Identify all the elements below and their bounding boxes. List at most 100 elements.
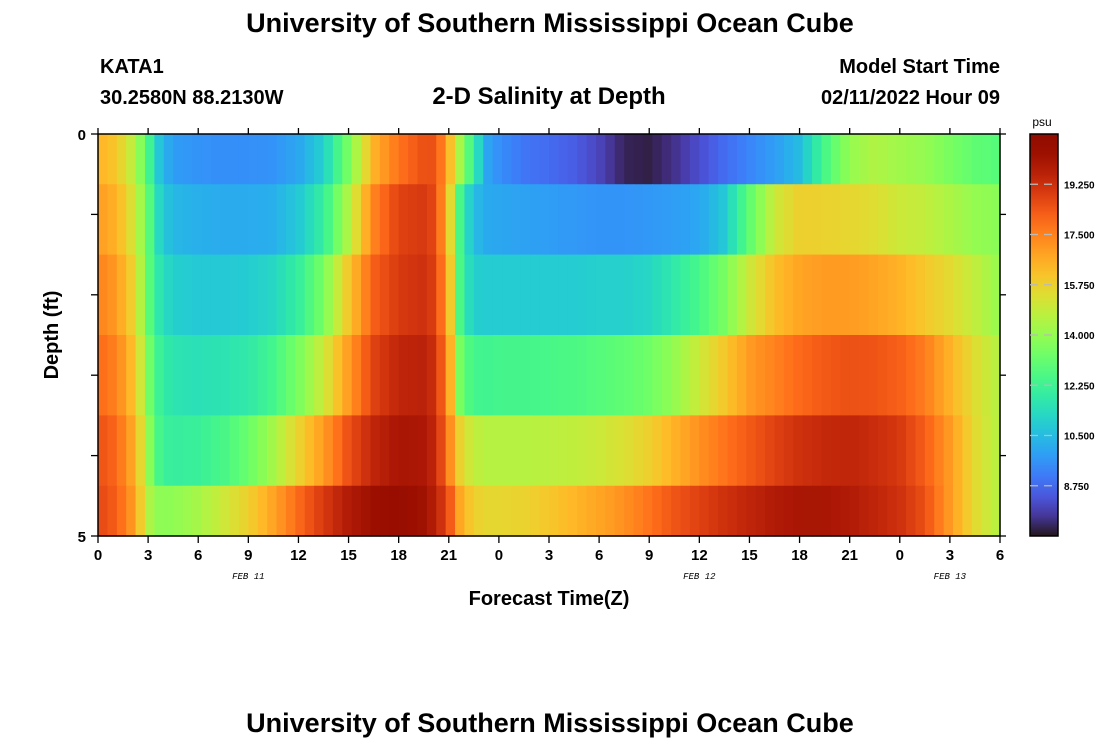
heatmap-cell	[398, 254, 409, 336]
heatmap-cell	[285, 134, 296, 185]
x-tick-label: 6	[595, 547, 603, 564]
heatmap-cell	[370, 134, 381, 185]
heatmap-cell	[915, 415, 926, 487]
heatmap-cell	[408, 335, 419, 416]
heatmap-cell	[314, 485, 325, 537]
heatmap-cell	[389, 184, 400, 256]
heatmap-cell	[135, 254, 146, 336]
heatmap-cell	[154, 254, 165, 336]
heatmap-cell	[314, 134, 325, 185]
heatmap-cell	[135, 485, 146, 537]
x-tick-label: 9	[645, 547, 653, 564]
model-start-value: 02/11/2022 Hour 09	[820, 87, 1000, 109]
heatmap-cell	[830, 254, 841, 336]
colorbar-unit: psu	[1032, 115, 1051, 129]
heatmap-cell	[163, 254, 174, 336]
heatmap-cell	[868, 335, 879, 416]
heatmap-cell	[661, 254, 672, 336]
heatmap-cell	[285, 485, 296, 537]
heatmap-cell	[802, 254, 813, 336]
heatmap-cell	[877, 335, 888, 416]
heatmap-cell	[267, 254, 278, 336]
heatmap-cell	[802, 134, 813, 185]
heatmap-cell	[689, 254, 700, 336]
heatmap-cell	[736, 415, 747, 487]
heatmap-cell	[642, 134, 653, 185]
heatmap-cell	[398, 184, 409, 256]
heatmap-cell	[981, 184, 992, 256]
heatmap-cell	[849, 184, 860, 256]
heatmap-cell	[436, 335, 447, 416]
heatmap-cell	[558, 184, 569, 256]
heatmap-cell	[887, 184, 898, 256]
heatmap-cell	[295, 254, 306, 336]
heatmap-cell	[267, 335, 278, 416]
heatmap-cell	[408, 254, 419, 336]
heatmap-cell	[727, 485, 738, 537]
heatmap-cell	[417, 254, 428, 336]
heatmap-cell	[229, 254, 240, 336]
heatmap-cell	[351, 415, 362, 487]
heatmap-cell	[295, 134, 306, 185]
heatmap-cell	[483, 335, 494, 416]
y-tick-label: 0	[78, 127, 86, 144]
heatmap-cell	[417, 485, 428, 537]
heatmap-cell	[107, 335, 118, 416]
heatmap-cell	[595, 134, 606, 185]
heatmap-cell	[953, 254, 964, 336]
heatmap-cell	[530, 335, 541, 416]
heatmap-cell	[201, 134, 212, 185]
heatmap-cell	[558, 415, 569, 487]
heatmap-cell	[981, 485, 992, 537]
heatmap-cell	[163, 335, 174, 416]
heatmap-cell	[285, 335, 296, 416]
heatmap-cell	[934, 184, 945, 256]
heatmap-cell	[783, 134, 794, 185]
heatmap-cell	[718, 134, 729, 185]
heatmap-cell	[379, 184, 390, 256]
footer-chart-title: University of Southern Mississippi Ocean…	[246, 708, 854, 738]
y-axis-label: Depth (ft)	[41, 291, 63, 380]
colorbar-tick-label: 10.500	[1064, 432, 1095, 443]
heatmap-cell	[699, 134, 710, 185]
heatmap-cell	[398, 335, 409, 416]
heatmap-cell	[642, 415, 653, 487]
heatmap-cell	[398, 134, 409, 185]
heatmap-cell	[906, 485, 917, 537]
heatmap-cell	[502, 134, 513, 185]
heatmap-cell	[511, 485, 522, 537]
heatmap-cell	[126, 335, 137, 416]
heatmap-cell	[953, 134, 964, 185]
heatmap-cell	[511, 184, 522, 256]
heatmap-cell	[445, 415, 456, 487]
heatmap-cell	[248, 415, 259, 487]
heatmap-cell	[906, 335, 917, 416]
heatmap-cell	[699, 485, 710, 537]
heatmap-cell	[455, 254, 466, 336]
heatmap-cell	[821, 335, 832, 416]
heatmap-cell	[849, 134, 860, 185]
heatmap-cell	[530, 415, 541, 487]
heatmap-cell	[144, 335, 155, 416]
heatmap-cell	[896, 134, 907, 185]
heatmap-cell	[267, 134, 278, 185]
heatmap-cell	[849, 254, 860, 336]
heatmap-cell	[201, 415, 212, 487]
heatmap-cell	[116, 485, 127, 537]
heatmap-cell	[248, 184, 259, 256]
heatmap-cell	[539, 184, 550, 256]
heatmap-cell	[342, 335, 353, 416]
heatmap-cell	[765, 184, 776, 256]
heatmap-cell	[144, 415, 155, 487]
heatmap-cell	[830, 184, 841, 256]
salinity-heatmap-chart: 0 3 6 9 12 15 18 21 0 3 6 9 12 15 18 21 0 3 6 FEB 11 FEB 12 F…	[41, 115, 1095, 610]
heatmap-cell	[934, 134, 945, 185]
heatmap-cell	[718, 415, 729, 487]
heatmap-cell	[229, 485, 240, 537]
heatmap-cell	[859, 254, 870, 336]
heatmap-cell	[257, 415, 268, 487]
heatmap-cell	[238, 485, 249, 537]
heatmap-cell	[238, 134, 249, 185]
heatmap-cell	[953, 184, 964, 256]
heatmap-cell	[257, 335, 268, 416]
